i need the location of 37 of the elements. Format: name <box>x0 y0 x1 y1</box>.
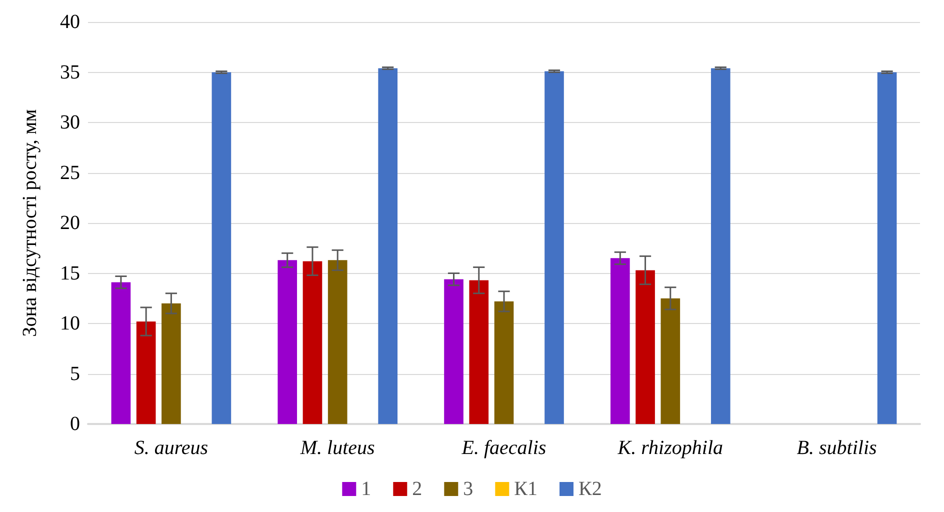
legend-label: К2 <box>578 478 602 500</box>
x-tick-label: M. luteus <box>299 437 376 459</box>
y-axis-title: Зона відсутності росту, мм <box>19 108 41 337</box>
y-tick-label: 30 <box>60 112 80 134</box>
x-tick-label: S. aureus <box>134 437 208 459</box>
bar <box>877 72 897 424</box>
y-tick-label: 40 <box>60 11 80 33</box>
bar <box>469 280 489 424</box>
bar <box>111 282 131 424</box>
x-tick-label: B. subtilis <box>796 437 878 459</box>
bar <box>710 68 730 424</box>
y-tick-label: 0 <box>70 413 80 435</box>
bar <box>136 321 156 424</box>
y-tick-label: 35 <box>60 61 80 84</box>
bar <box>660 298 680 424</box>
x-tick-label: E. faecalis <box>460 437 546 459</box>
y-tick-label: 20 <box>60 212 80 234</box>
bar <box>302 261 322 424</box>
y-tick-label: 5 <box>70 362 80 385</box>
legend-label: 2 <box>412 478 422 500</box>
bar <box>494 301 514 424</box>
bar <box>544 71 564 424</box>
legend-label: К1 <box>514 478 538 500</box>
bar <box>444 279 464 424</box>
bar <box>610 258 630 424</box>
bar <box>636 270 655 424</box>
bar <box>378 68 398 424</box>
x-tick-label: K. rhizophila <box>616 437 724 459</box>
y-tick-label: 15 <box>60 262 80 284</box>
bar <box>212 72 232 424</box>
bar <box>278 260 298 424</box>
bar <box>328 260 348 424</box>
legend-label: 3 <box>463 478 474 500</box>
y-tick-label: 10 <box>60 312 80 334</box>
y-tick-label: 25 <box>60 162 80 184</box>
legend-label: 1 <box>361 478 372 500</box>
bar <box>162 303 181 424</box>
